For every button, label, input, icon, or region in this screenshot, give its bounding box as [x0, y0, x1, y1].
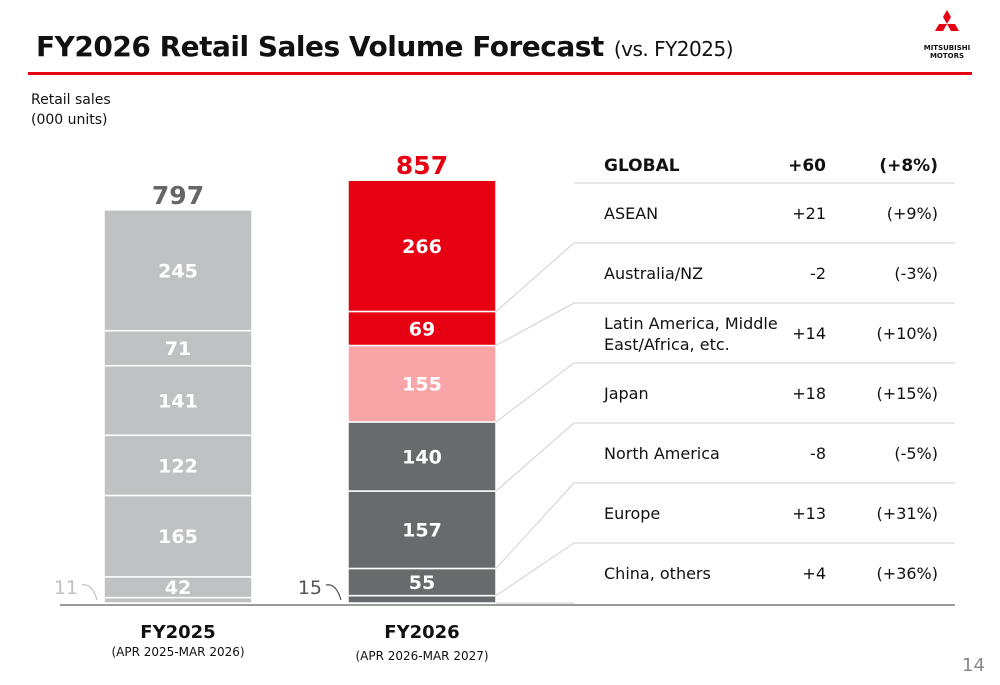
title-underline	[28, 72, 972, 75]
x-tick-label: FY2025	[140, 622, 215, 643]
bar-value-label: 155	[402, 374, 442, 396]
connector-line	[495, 362, 575, 423]
table-region-label: Europe	[604, 504, 660, 523]
title-text: FY2026 Retail Sales Volume Forecast	[36, 30, 604, 63]
x-tick-sublabel: (APR 2026-MAR 2027)	[355, 649, 488, 663]
bar-segment	[347, 421, 497, 492]
x-tick-label: FY2026	[384, 622, 459, 643]
bar-value-label: 55	[409, 572, 435, 594]
table-region-label: North America	[604, 444, 720, 463]
bar-segment	[103, 329, 253, 367]
bar-value-label: 141	[158, 391, 198, 413]
table-change-value: +18	[792, 384, 826, 403]
bar-value-label: 157	[402, 520, 442, 542]
brand-logo: MITSUBISHI MOTORS	[920, 10, 974, 62]
y-axis-label-line-2: (000 units)	[31, 112, 108, 128]
connector-line	[495, 542, 575, 597]
table-change-value: -2	[810, 264, 826, 283]
table-change-value: +60	[788, 156, 826, 176]
page-number: 14	[962, 655, 985, 676]
bar-value-label: 165	[158, 526, 198, 548]
bar-segment	[103, 364, 253, 437]
table-change-pct: (-5%)	[894, 444, 938, 463]
table-change-pct: (-3%)	[894, 264, 938, 283]
bar-segment	[347, 567, 497, 597]
bar-value-label: 69	[409, 318, 435, 340]
bar-value-label: 140	[402, 446, 442, 468]
leader-line	[325, 584, 342, 601]
bar-value-label: 245	[158, 260, 198, 282]
table-change-value: +4	[802, 564, 826, 583]
page-title: FY2026 Retail Sales Volume Forecast (vs. …	[36, 30, 734, 63]
bar-outside-value-label: 11	[54, 577, 78, 599]
connector-line	[495, 302, 575, 346]
x-tick-sublabel: (APR 2025-MAR 2026)	[111, 645, 244, 659]
bar-segment	[103, 494, 253, 578]
bar-segment	[103, 434, 253, 497]
table-region-label: GLOBAL	[604, 156, 680, 176]
bar-segment	[347, 594, 497, 604]
connector-line	[495, 422, 575, 492]
table-change-value: +21	[792, 204, 826, 223]
table-region-label: China, others	[604, 564, 711, 583]
y-axis-unit-label: Retail sales (000 units)	[31, 90, 111, 130]
logo-text-line2: MOTORS	[929, 52, 965, 60]
table-change-value: +14	[792, 324, 826, 343]
bar-segment	[347, 344, 497, 423]
bar-value-label: 122	[158, 455, 198, 477]
bar-outside-value-label: 15	[298, 577, 322, 599]
title-subtitle: (vs. FY2025)	[613, 37, 734, 61]
table-change-value: +13	[792, 504, 826, 523]
table-change-pct: (+31%)	[877, 504, 938, 523]
table-change-pct: (+10%)	[877, 324, 938, 343]
table-region-label-line: Latin America, Middle	[604, 314, 778, 333]
bar-segment	[347, 310, 497, 347]
leader-line	[81, 584, 98, 601]
bar-value-label: 71	[165, 338, 191, 360]
table-region-label: ASEAN	[604, 204, 658, 223]
table-change-value: -8	[810, 444, 826, 463]
bar-value-label: 266	[402, 236, 442, 258]
table-change-pct: (+15%)	[877, 384, 938, 403]
logo-text-line1: MITSUBISHI	[923, 44, 971, 52]
connector-line	[495, 242, 575, 312]
bar-segment	[347, 179, 497, 313]
bar-total-label: 857	[396, 151, 448, 180]
bar-value-label: 42	[165, 577, 191, 599]
table-region-label: Australia/NZ	[604, 264, 703, 283]
table-change-pct: (+36%)	[877, 564, 938, 583]
table-change-pct: (+9%)	[887, 204, 938, 223]
y-axis-label-line-1: Retail sales	[31, 92, 111, 108]
bar-segment	[103, 209, 253, 332]
bar-total-label: 797	[152, 181, 204, 210]
table-change-pct: (+8%)	[879, 156, 938, 176]
table-region-label-line: East/Africa, etc.	[604, 335, 730, 354]
three-diamonds-icon	[935, 10, 959, 31]
table-region-label: Japan	[603, 384, 649, 403]
connector-line	[495, 482, 575, 569]
bar-segment	[347, 490, 497, 570]
